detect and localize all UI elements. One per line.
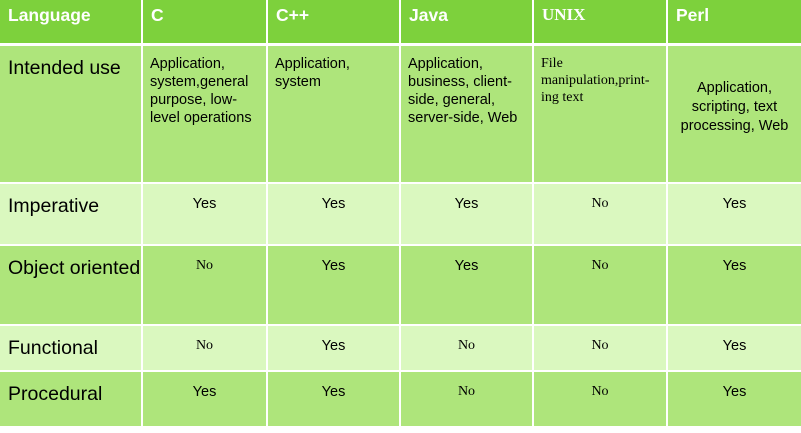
- header-java: Java: [400, 0, 534, 46]
- cell-imperative-java: Yes: [400, 183, 534, 246]
- header-unix: UNIX: [533, 0, 668, 46]
- header-c: C: [142, 0, 268, 46]
- cell-procedural-cpp: Yes: [267, 371, 401, 428]
- cell-intended-use-perl: Application, scripting, text processing,…: [667, 44, 801, 184]
- cell-intended-use-cpp: Application, system: [267, 44, 401, 184]
- cell-imperative-perl: Yes: [667, 183, 801, 246]
- header-language: Language: [0, 0, 143, 46]
- cell-functional-java: No: [400, 325, 534, 372]
- header-row: Language C C++ Java UNIX Perl: [0, 0, 801, 46]
- row-label-object-oriented: Object oriented: [0, 245, 143, 326]
- row-label-functional: Functional: [0, 325, 143, 372]
- cell-object-oriented-c: No: [142, 245, 268, 326]
- cell-object-oriented-perl: Yes: [667, 245, 801, 326]
- cell-intended-use-unix: File manipulation,print-ing text: [533, 44, 668, 184]
- cell-procedural-unix: No: [533, 371, 668, 428]
- row-label-imperative: Imperative: [0, 183, 143, 246]
- cell-imperative-unix: No: [533, 183, 668, 246]
- row-object-oriented: Object oriented No Yes Yes No Yes: [0, 245, 801, 326]
- cell-imperative-c: Yes: [142, 183, 268, 246]
- cell-intended-use-c: Application, system,general purpose, low…: [142, 44, 268, 184]
- cell-procedural-c: Yes: [142, 371, 268, 428]
- row-imperative: Imperative Yes Yes Yes No Yes: [0, 183, 801, 246]
- cell-imperative-cpp: Yes: [267, 183, 401, 246]
- cell-intended-use-java: Application, business, client-side, gene…: [400, 44, 534, 184]
- cell-functional-c: No: [142, 325, 268, 372]
- cell-object-oriented-cpp: Yes: [267, 245, 401, 326]
- cell-functional-cpp: Yes: [267, 325, 401, 372]
- header-perl: Perl: [667, 0, 801, 46]
- row-label-procedural: Procedural: [0, 371, 143, 428]
- cell-procedural-perl: Yes: [667, 371, 801, 428]
- cell-functional-unix: No: [533, 325, 668, 372]
- row-functional: Functional No Yes No No Yes: [0, 325, 801, 372]
- row-procedural: Procedural Yes Yes No No Yes: [0, 371, 801, 428]
- cell-procedural-java: No: [400, 371, 534, 428]
- header-cpp: C++: [267, 0, 401, 46]
- cell-object-oriented-unix: No: [533, 245, 668, 326]
- cell-functional-perl: Yes: [667, 325, 801, 372]
- cell-object-oriented-java: Yes: [400, 245, 534, 326]
- row-label-intended-use: Intended use: [0, 44, 143, 184]
- row-intended-use: Intended use Application, system,general…: [0, 44, 801, 184]
